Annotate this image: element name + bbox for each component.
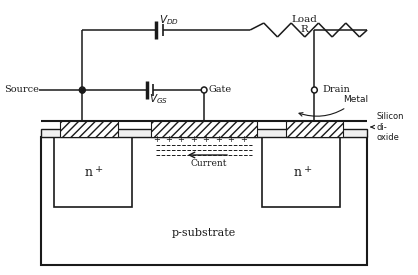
Bar <box>151 121 257 137</box>
Bar <box>41 137 367 265</box>
Bar <box>60 121 118 137</box>
Text: +: + <box>95 164 104 174</box>
Text: n: n <box>85 166 93 178</box>
Text: Current: Current <box>191 158 227 167</box>
Bar <box>41 129 367 137</box>
Text: +: + <box>178 134 184 144</box>
Text: +: + <box>215 134 222 144</box>
Text: +: + <box>303 164 312 174</box>
Text: +: + <box>227 134 234 144</box>
Text: n: n <box>293 166 301 178</box>
Circle shape <box>201 87 207 93</box>
Text: Source: Source <box>4 86 39 95</box>
Text: +: + <box>153 134 160 144</box>
Bar <box>54 137 132 207</box>
Text: R: R <box>301 26 308 34</box>
Text: p-substrate: p-substrate <box>172 228 236 238</box>
Text: +: + <box>190 134 197 144</box>
Text: +: + <box>203 134 209 144</box>
Bar <box>285 121 343 137</box>
Text: Gate: Gate <box>209 86 232 95</box>
Text: $V_{DD}$: $V_{DD}$ <box>159 13 178 27</box>
Text: Load: Load <box>292 15 318 24</box>
Text: $V_{GS}$: $V_{GS}$ <box>150 92 168 106</box>
Text: +: + <box>165 134 172 144</box>
Text: Silicon
di-
oxide: Silicon di- oxide <box>371 112 404 142</box>
Text: Metal: Metal <box>299 95 368 116</box>
Text: Drain: Drain <box>322 86 350 95</box>
Bar <box>262 137 340 207</box>
Circle shape <box>79 87 85 93</box>
Circle shape <box>311 87 317 93</box>
Text: +: + <box>240 134 247 144</box>
